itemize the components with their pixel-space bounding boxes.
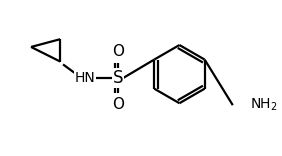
Text: HN: HN xyxy=(75,71,96,85)
Text: NH$_2$: NH$_2$ xyxy=(250,97,278,113)
Text: O: O xyxy=(112,97,124,112)
Text: S: S xyxy=(113,69,124,87)
Text: O: O xyxy=(112,44,124,59)
